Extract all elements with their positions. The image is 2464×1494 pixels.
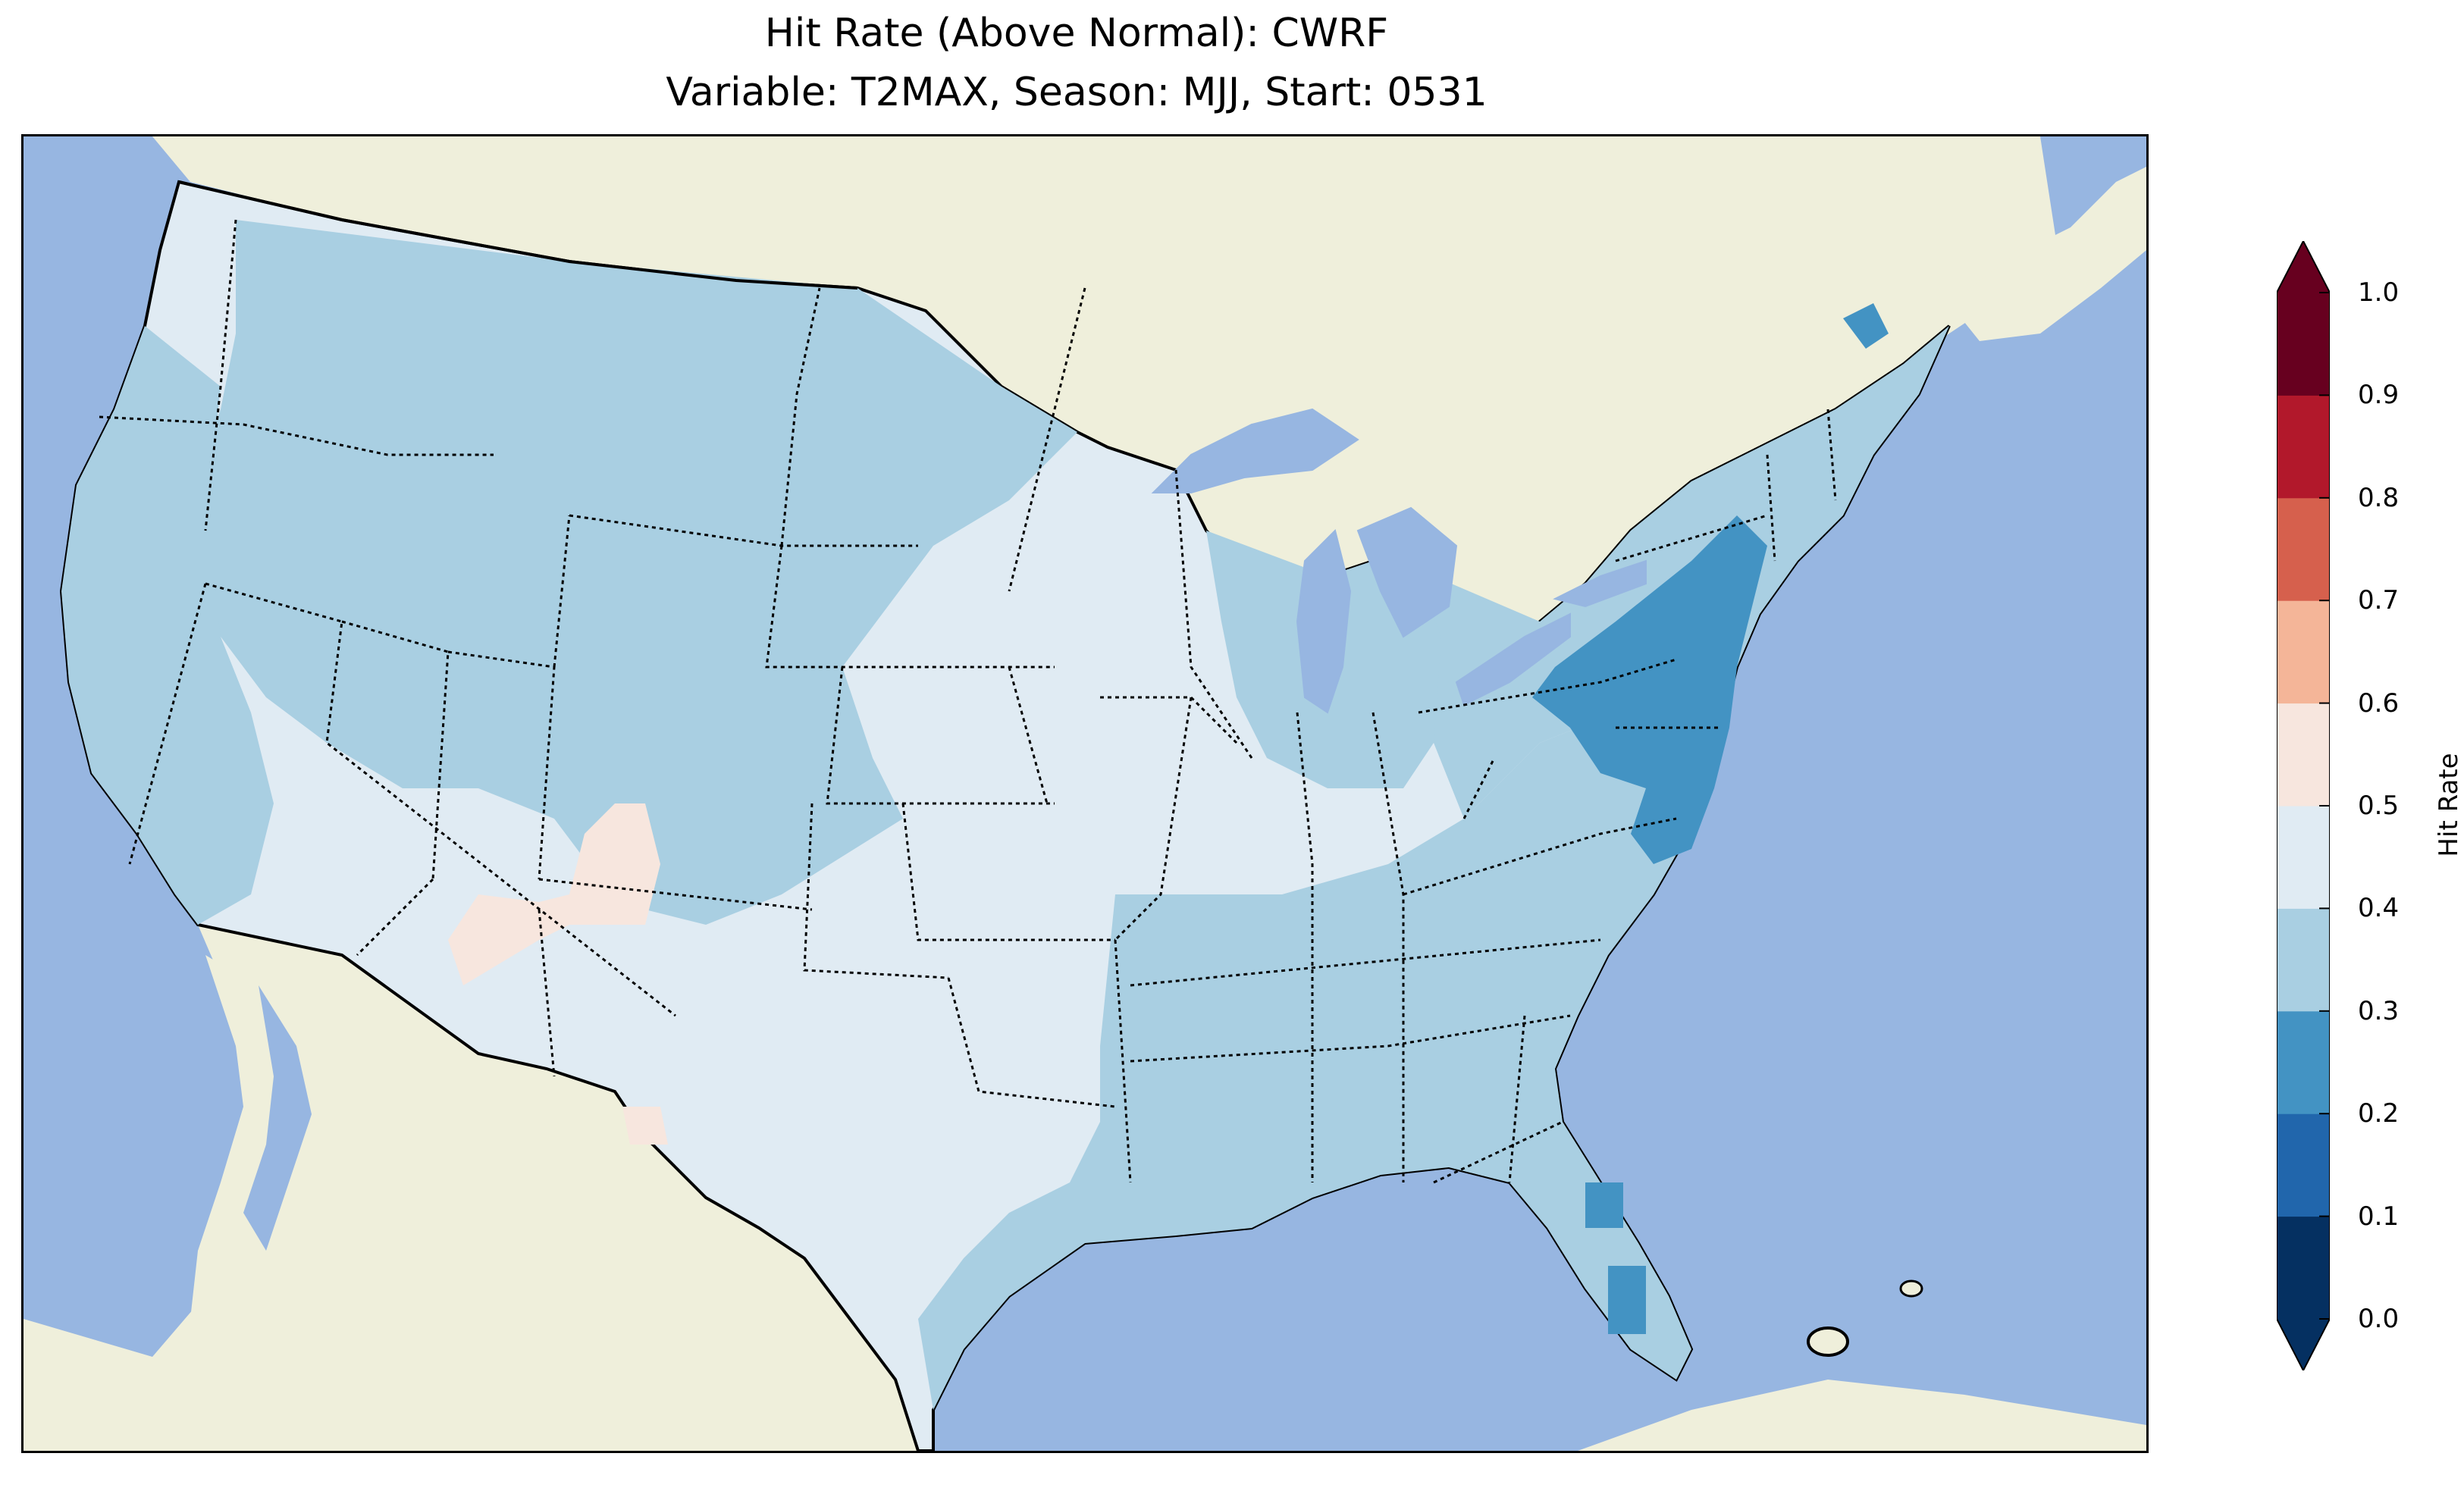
lake-ontario bbox=[1553, 559, 1647, 608]
colorbar-bin bbox=[2277, 1216, 2330, 1320]
region-0.2-0.3-maine bbox=[1843, 303, 1889, 349]
colorbar-tick-label: 1.0 bbox=[2358, 277, 2400, 308]
maritimes-land bbox=[1949, 167, 2146, 341]
colorbar-tick-label: 0.3 bbox=[2358, 995, 2400, 1026]
colorbar-bin bbox=[2277, 703, 2330, 807]
us-canada-border bbox=[178, 180, 858, 290]
colorbar-bin bbox=[2277, 600, 2330, 704]
mexico-land bbox=[24, 925, 918, 1451]
canada-land bbox=[152, 136, 2055, 697]
colorbar-tick-label: 0.4 bbox=[2358, 893, 2400, 924]
colorbar-title: Hit Rate bbox=[2434, 753, 2464, 857]
region-0.5-0.6-utah bbox=[448, 803, 660, 985]
colorbar-tick-label: 0.0 bbox=[2358, 1304, 2400, 1334]
colorbar bbox=[2277, 241, 2330, 1370]
colorbar-bin bbox=[2277, 497, 2330, 601]
colorbar-over-triangle bbox=[2277, 241, 2330, 293]
colorbar-under-triangle bbox=[2277, 1319, 2330, 1370]
colorbar-bin bbox=[2277, 806, 2330, 909]
map-panel bbox=[21, 134, 2149, 1453]
colorbar-bin bbox=[2277, 1113, 2330, 1217]
region-0.2-0.3-florida-south bbox=[1608, 1266, 1646, 1334]
lake-superior bbox=[1151, 408, 1359, 493]
gulf-of-california bbox=[243, 985, 312, 1251]
map-svg bbox=[24, 136, 2146, 1451]
state-borders bbox=[99, 219, 1837, 1184]
colorbar-bin bbox=[2277, 908, 2330, 1012]
region-0.3-0.4-northern-plains bbox=[190, 220, 1077, 925]
bahamas-island bbox=[1899, 1279, 1923, 1298]
great-lakes bbox=[1151, 408, 1647, 714]
colorbar-tick-label: 0.5 bbox=[2358, 791, 2400, 821]
colorbar-bin bbox=[2277, 1010, 2330, 1114]
bahamas-island bbox=[1807, 1326, 1849, 1357]
region-0.2-0.3-florida bbox=[1585, 1182, 1623, 1228]
colorbar-bin bbox=[2277, 395, 2330, 499]
region-0.5-0.6-nm bbox=[622, 1107, 668, 1145]
colorbar-tick-label: 0.9 bbox=[2358, 380, 2400, 411]
lake-michigan bbox=[1296, 529, 1352, 714]
colorbar-tick-label: 0.6 bbox=[2358, 687, 2400, 719]
colorbar-bin bbox=[2277, 293, 2330, 396]
colorbar-tick-label: 0.7 bbox=[2358, 585, 2400, 616]
colorbar-tick-label: 0.2 bbox=[2358, 1098, 2400, 1129]
lake-huron bbox=[1356, 506, 1458, 638]
cuba-land bbox=[1578, 1380, 2146, 1451]
us-hit-rate-field bbox=[59, 180, 1951, 1451]
region-0.2-0.3-mid-atlantic bbox=[1532, 515, 1767, 864]
colorbar-tick-label: 0.8 bbox=[2358, 482, 2400, 513]
map-subtitle: Variable: T2MAX, Season: MJJ, Start: 053… bbox=[666, 70, 1487, 115]
colorbar-tick-label: 0.1 bbox=[2358, 1201, 2400, 1232]
map-title: Hit Rate (Above Normal): CWRF bbox=[764, 11, 1389, 56]
region-0.3-0.4-california bbox=[61, 326, 274, 925]
